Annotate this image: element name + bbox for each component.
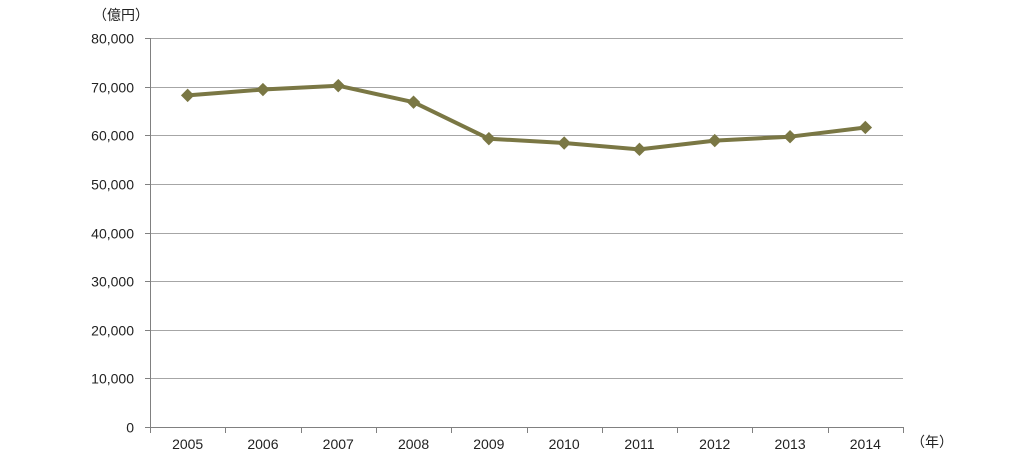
data-point-2011 [632,142,647,157]
y-tick-label: 0 [126,420,134,436]
data-point-2010 [557,136,571,150]
x-tick-label: 2010 [549,436,580,452]
x-tick-label: 2013 [774,436,805,452]
data-point-2014 [858,120,873,135]
data-point-2008 [406,95,421,109]
x-tick-label: 2009 [473,436,504,452]
x-tick-label: 2006 [247,436,278,452]
y-tick-label: 30,000 [91,274,134,290]
y-tick-label: 10,000 [91,371,134,387]
y-tick-label: 40,000 [91,226,134,242]
x-tick-label: 2007 [323,436,354,452]
x-tick-labels: 2005 2006 2007 2008 2009 2010 2011 2012 2013 2014 [172,436,881,452]
y-tick-label: 20,000 [91,323,134,339]
x-tick-label: 2005 [172,436,203,452]
x-tick-label: 2008 [398,436,429,452]
data-point-2006 [256,82,270,97]
data-point-2007 [331,78,345,93]
x-tick-label: 2012 [699,436,730,452]
y-tick-label: 50,000 [91,177,134,193]
data-point-2005 [180,88,195,103]
data-point-2013 [783,130,797,144]
series-line [185,83,868,152]
axes [145,38,904,433]
x-axis-unit-label: （年） [911,435,953,451]
data-point-2012 [708,133,722,148]
data-point-2009 [482,131,496,146]
y-tick-label: 80,000 [91,31,134,47]
x-tick-label: 2011 [624,436,654,452]
y-tick-label: 70,000 [91,80,134,96]
x-tick-label: 2014 [850,436,881,452]
y-tick-label: 60,000 [91,128,134,144]
series-layer [180,78,873,157]
y-tick-labels: 0 10,000 20,000 30,000 40,000 50,000 60,000 70,… [91,31,134,436]
y-axis-unit-label: （億円） [93,8,149,24]
